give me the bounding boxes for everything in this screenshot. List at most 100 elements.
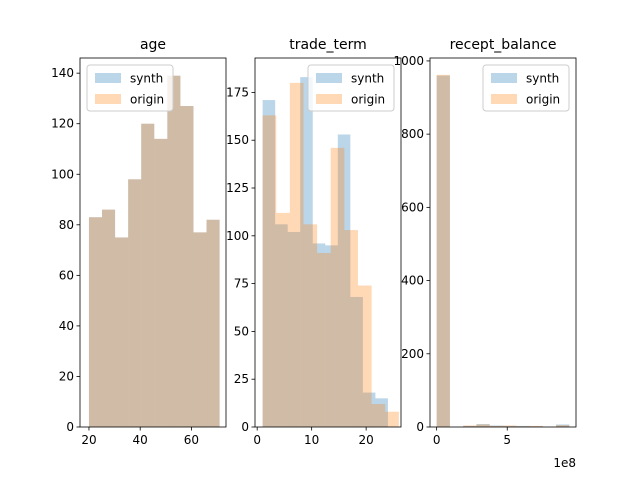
y-tick-label: 0	[241, 420, 249, 434]
hist-bar-origin	[503, 425, 517, 427]
hist-bar-synth	[516, 425, 530, 427]
legend-label-origin: origin	[130, 93, 164, 107]
legend-swatch-synth	[491, 73, 517, 83]
hist-bar-origin	[102, 209, 116, 427]
hist-bar-synth	[556, 424, 570, 427]
y-tick-label: 50	[234, 324, 249, 338]
x-offset-label: 1e8	[553, 456, 576, 470]
x-tick-label: 0	[253, 433, 261, 447]
y-tick-label: 175	[226, 85, 249, 99]
hist-bar-origin	[529, 425, 543, 427]
hist-bar-origin	[556, 425, 570, 427]
hist-bar-synth	[503, 425, 517, 427]
y-tick-label: 25	[234, 372, 249, 386]
hist-bar-origin	[357, 285, 372, 427]
hist-bar-synth	[128, 179, 142, 427]
hist-bar-origin	[463, 425, 477, 427]
y-tick-label: 150	[226, 133, 249, 147]
x-tick-label: 40	[133, 433, 148, 447]
y-tick-label: 100	[226, 229, 249, 243]
y-tick-label: 0	[66, 420, 74, 434]
hist-bar-synth	[102, 209, 116, 427]
y-tick-label: 400	[401, 274, 424, 288]
y-tick-label: 1000	[393, 54, 424, 68]
hist-bar-synth	[275, 224, 288, 427]
hist-bar-synth	[287, 231, 301, 427]
x-tick-label: 20	[358, 433, 373, 447]
legend-label-synth: synth	[130, 72, 163, 86]
hist-bar-origin	[141, 123, 155, 427]
legend-swatch-synth	[95, 73, 121, 83]
hist-bar-synth	[362, 392, 376, 427]
x-tick-label: 0	[433, 433, 441, 447]
hist-bar-origin	[371, 404, 386, 427]
hist-bar-synth	[262, 100, 276, 427]
hist-bar-synth	[167, 75, 181, 428]
hist-bar-origin	[88, 217, 103, 427]
hist-bar-synth	[88, 217, 103, 427]
y-tick-label: 20	[59, 369, 74, 383]
hist-bar-origin	[303, 224, 318, 427]
y-tick-label: 600	[401, 200, 424, 214]
y-tick-label: 125	[226, 181, 249, 195]
hist-bar-synth	[476, 424, 490, 427]
axes-frame	[429, 57, 577, 428]
legend-label-synth: synth	[526, 72, 559, 86]
hist-bar-origin	[180, 106, 194, 428]
axes-title: age	[140, 37, 166, 53]
hist-bar-synth	[375, 398, 388, 427]
axes-title: recept_balance	[450, 37, 557, 53]
legend-swatch-origin	[95, 94, 121, 104]
hist-bar-synth	[300, 77, 313, 427]
hist-bar-origin	[167, 75, 181, 428]
legend-swatch-origin	[491, 94, 517, 104]
hist-bar-synth	[193, 232, 207, 427]
legend-box	[482, 64, 570, 112]
y-tick-label: 75	[234, 277, 249, 291]
y-tick-label: 60	[59, 268, 74, 282]
hist-bar-origin	[115, 237, 129, 427]
y-tick-label: 800	[401, 127, 424, 141]
legend-swatch-synth	[316, 73, 342, 83]
hist-bar-synth	[141, 123, 155, 427]
hist-bar-origin	[289, 82, 304, 427]
hist-bar-origin	[154, 138, 168, 427]
x-tick-label: 20	[81, 433, 96, 447]
hist-bar-origin	[128, 179, 142, 427]
hist-bar-synth	[206, 219, 220, 427]
legend-label-origin: origin	[526, 93, 560, 107]
y-tick-label: 80	[59, 218, 74, 232]
x-tick-label: 60	[184, 433, 199, 447]
hist-bar-synth	[312, 243, 326, 427]
hist-bar-synth	[350, 296, 363, 427]
hist-bar-origin	[276, 212, 290, 427]
x-tick-label: 5	[503, 433, 511, 447]
y-tick-label: 0	[416, 420, 424, 434]
y-tick-label: 100	[51, 167, 74, 181]
hist-bar-origin	[206, 219, 220, 427]
legend-box	[307, 64, 395, 112]
hist-bar-synth	[180, 106, 194, 428]
hist-bar-synth	[489, 425, 503, 427]
hist-bar-origin	[476, 424, 490, 427]
axes-title: trade_term	[289, 37, 367, 53]
hist-bar-synth	[463, 425, 477, 427]
hist-bar-origin	[436, 74, 450, 427]
hist-bar-synth	[154, 138, 168, 427]
hist-bar-origin	[317, 253, 331, 427]
hist-bar-origin	[344, 230, 358, 427]
axes-frame	[79, 57, 227, 428]
hist-bar-synth	[436, 75, 450, 428]
legend-swatch-origin	[316, 94, 342, 104]
x-tick-label: 10	[304, 433, 319, 447]
hist-bar-synth	[115, 237, 129, 427]
hist-bar-synth	[325, 245, 338, 427]
hist-bar-origin	[193, 232, 207, 427]
y-tick-label: 120	[51, 117, 74, 131]
y-tick-label: 140	[51, 66, 74, 80]
y-tick-label: 200	[401, 347, 424, 361]
legend-box	[86, 64, 174, 112]
hist-bar-origin	[385, 411, 399, 427]
hist-bar-synth	[337, 134, 351, 427]
